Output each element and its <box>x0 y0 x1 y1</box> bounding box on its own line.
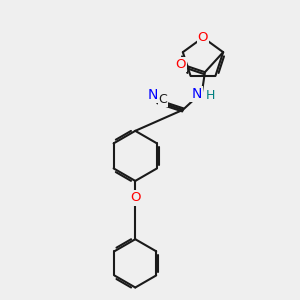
Text: O: O <box>175 58 186 71</box>
Text: C: C <box>159 93 167 106</box>
Text: N: N <box>147 88 158 102</box>
Text: O: O <box>130 191 140 205</box>
Text: H: H <box>206 89 215 102</box>
Text: N: N <box>191 87 202 101</box>
Text: O: O <box>198 31 208 44</box>
